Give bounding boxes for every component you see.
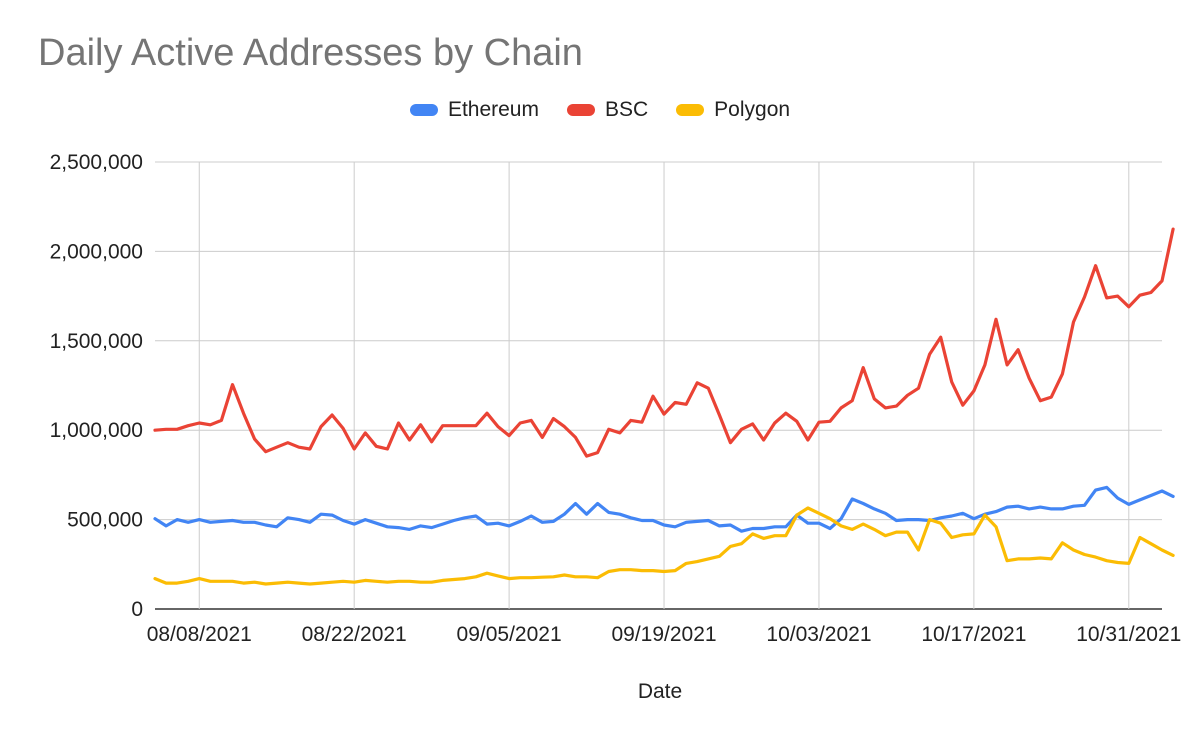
series-lines [153, 227, 1175, 586]
x-tick-label: 10/17/2021 [921, 623, 1026, 646]
legend-item-polygon[interactable]: Polygon [676, 98, 790, 122]
x-tick-label: 08/22/2021 [302, 623, 407, 646]
chart-title: Daily Active Addresses by Chain [38, 32, 583, 74]
legend: Ethereum BSC Polygon [0, 98, 1200, 122]
y-axis-ticks: 0 500,000 1,000,000 1,500,000 2,000,000 2,500… [50, 151, 143, 621]
y-tick-label: 0 [131, 598, 143, 621]
y-tick-label: 1,000,000 [50, 419, 143, 442]
grid-lines [155, 161, 1162, 610]
y-tick-label: 2,500,000 [50, 151, 143, 174]
legend-label-ethereum: Ethereum [447, 98, 539, 121]
legend-swatch-ethereum [409, 104, 438, 116]
y-tick-label: 2,000,000 [50, 240, 143, 263]
x-tick-label: 09/05/2021 [457, 623, 562, 646]
x-axis-title: Date [638, 680, 682, 703]
series-line-ethereum [153, 485, 1175, 533]
legend-label-bsc: BSC [604, 98, 649, 121]
legend-item-bsc[interactable]: BSC [566, 98, 649, 122]
y-tick-label: 500,000 [67, 509, 143, 532]
series-line-bsc [153, 227, 1175, 458]
x-tick-label: 10/31/2021 [1076, 623, 1181, 646]
legend-swatch-bsc [566, 104, 595, 116]
series-line-polygon [153, 506, 1175, 586]
legend-label-polygon: Polygon [714, 98, 791, 121]
legend-swatch-polygon [676, 104, 705, 116]
y-tick-label: 1,500,000 [50, 330, 143, 353]
x-axis-ticks: 08/08/2021 08/22/2021 09/05/2021 09/19/2021… [147, 623, 1182, 646]
x-tick-label: 08/08/2021 [147, 623, 252, 646]
legend-item-ethereum[interactable]: Ethereum [409, 98, 539, 122]
x-tick-label: 09/19/2021 [611, 623, 716, 646]
x-tick-label: 10/03/2021 [766, 623, 871, 646]
